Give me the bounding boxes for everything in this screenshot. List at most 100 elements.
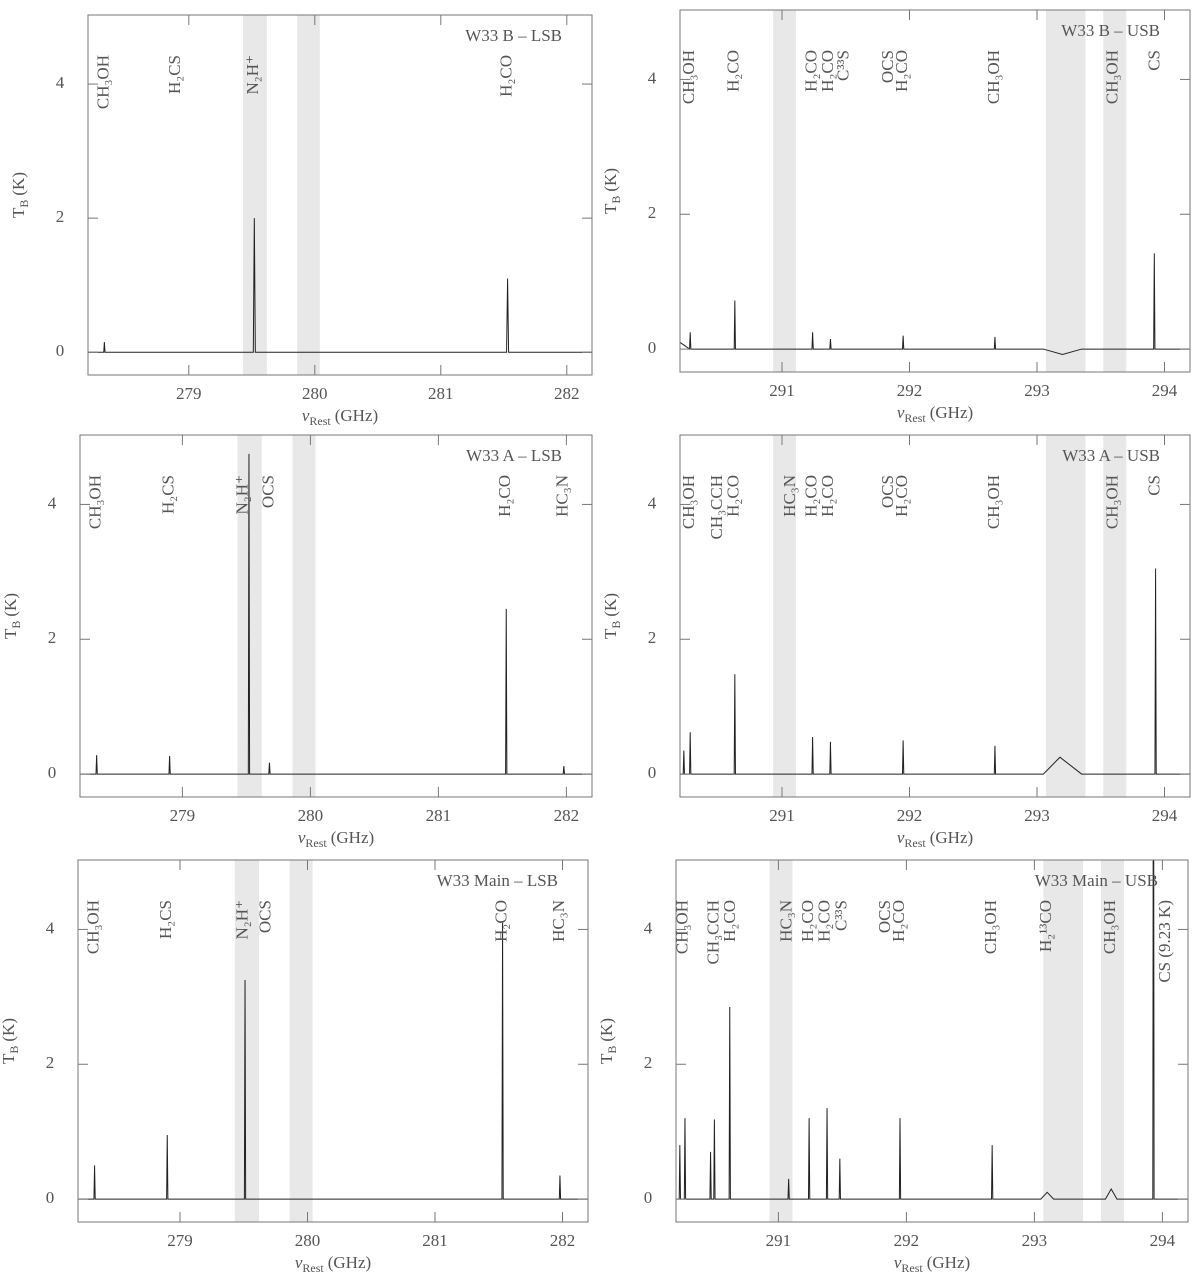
y-tick-label: 2 — [46, 1053, 55, 1072]
shaded-band — [234, 860, 260, 1222]
line-label: CS — [1144, 475, 1163, 496]
line-label: N₂H⁺ — [233, 475, 252, 514]
x-label-unit: (GHz) — [328, 1253, 371, 1272]
x-label-unit: (GHz) — [927, 1253, 970, 1272]
x-label-unit: (GHz) — [335, 406, 378, 425]
x-label-main: ν — [295, 1253, 303, 1272]
y-tick-label: 2 — [648, 203, 657, 222]
x-tick-label: 294 — [1152, 806, 1178, 825]
plot-frame — [679, 434, 1191, 798]
line-label: N₂H⁺ — [233, 900, 252, 939]
line-label: H₂CO — [724, 50, 743, 92]
x-axis-label: νRest (GHz) — [897, 403, 973, 425]
y-label-main: T — [0, 1053, 18, 1064]
shaded-band — [769, 860, 793, 1222]
spectrum — [676, 860, 1188, 1200]
y-tick-label: 4 — [46, 918, 55, 937]
panel-title: W33 B – USB — [1061, 21, 1160, 40]
line-label: HC₃N — [780, 475, 799, 517]
y-tick-label: 4 — [648, 68, 657, 87]
shaded-band — [297, 15, 320, 375]
y-axis-label: TB (K) — [601, 168, 623, 214]
x-tick-label: 294 — [1150, 1231, 1176, 1250]
panel-title: W33 A – LSB — [466, 446, 562, 465]
line-label: C³³S — [831, 900, 850, 931]
panel-title: W33 Main – LSB — [437, 871, 558, 890]
line-label: CH₃OH — [679, 475, 698, 529]
x-label-unit: (GHz) — [331, 828, 374, 847]
y-tick-label: 2 — [648, 628, 657, 647]
x-tick-label: 282 — [554, 806, 580, 825]
y-tick-label: 0 — [56, 341, 65, 360]
y-axis-label: TB (K) — [9, 172, 31, 218]
y-tick-label: 2 — [644, 1053, 653, 1072]
y-label-main: T — [1, 628, 20, 639]
line-label: H₂CO — [815, 900, 834, 942]
line-label: HC₃N — [776, 900, 795, 942]
x-tick-label: 282 — [550, 1231, 576, 1250]
line-label: H₂CO — [724, 475, 743, 517]
line-label: C³³S — [833, 50, 852, 81]
x-tick-label: 292 — [894, 1231, 920, 1250]
shaded-band — [289, 860, 313, 1222]
plot-frame — [675, 859, 1189, 1223]
y-label-sub: B — [7, 1046, 21, 1054]
line-label: OCS — [878, 475, 897, 508]
line-label: H₂CO — [496, 55, 515, 97]
panel: 291 292 293 294 0 2 4 W33 Main – USB CH₃OH CH₃CCH… — [597, 859, 1189, 1275]
x-label-main: ν — [302, 406, 310, 425]
spectrum — [680, 253, 1190, 355]
x-label-sub: Rest — [904, 836, 926, 850]
panel: 279 280 281 282 0 2 4 W33 Main – LSB CH₃OH H₂CS N₂… — [0, 859, 589, 1275]
line-label: CH₃OH — [83, 900, 102, 954]
x-tick-label: 293 — [1022, 1231, 1048, 1250]
y-label-main: T — [597, 1053, 616, 1064]
x-label-main: ν — [298, 828, 306, 847]
line-label: CS (9.23 K) — [1155, 900, 1174, 983]
line-label: CH₃OH — [981, 900, 1000, 954]
y-label-sub: B — [609, 621, 623, 629]
y-tick-label: 0 — [644, 1188, 653, 1207]
y-label-sub: B — [609, 196, 623, 204]
x-tick-label: 292 — [897, 806, 923, 825]
x-tick-label: 279 — [170, 806, 196, 825]
line-label: OCS — [875, 900, 894, 933]
y-tick-label: 4 — [56, 73, 65, 92]
x-tick-label: 279 — [167, 1231, 193, 1250]
line-label: OCS — [258, 475, 277, 508]
line-label: H₂CO — [495, 475, 514, 517]
shaded-band — [1045, 435, 1086, 797]
y-tick-label: 0 — [648, 763, 657, 782]
line-label: H₂CO — [802, 50, 821, 92]
x-tick-label: 282 — [554, 384, 580, 403]
x-axis-label: νRest (GHz) — [295, 1253, 371, 1275]
spectrum — [680, 568, 1190, 775]
x-tick-label: 279 — [176, 384, 202, 403]
y-tick-label: 2 — [48, 628, 57, 647]
line-label: H₂CO — [818, 475, 837, 517]
shaded-band — [773, 435, 797, 797]
shaded-band — [1043, 860, 1084, 1222]
x-tick-label: 292 — [897, 381, 923, 400]
y-label-sub: B — [9, 621, 23, 629]
x-tick-label: 280 — [295, 1231, 321, 1250]
line-label: H₂CO — [889, 900, 908, 942]
x-tick-label: 293 — [1024, 381, 1050, 400]
spectrum — [80, 453, 592, 775]
line-label: CH₃OH — [1102, 50, 1121, 104]
x-tick-label: 293 — [1024, 806, 1050, 825]
y-label-unit: (K) — [601, 593, 620, 617]
line-label: CH₃OH — [93, 55, 112, 109]
x-label-sub: Rest — [302, 1261, 324, 1275]
x-tick-label: 280 — [298, 806, 324, 825]
line-label: CH₃CCH — [703, 900, 722, 965]
y-label-unit: (K) — [0, 1018, 18, 1042]
panel: 279 280 281 282 0 2 4 W33 A – LSB CH₃OH H₂CS N₂H⁺ O… — [1, 434, 593, 850]
line-label: N₂H⁺ — [243, 55, 262, 94]
y-axis-label: TB (K) — [601, 593, 623, 639]
x-tick-label: 281 — [422, 1231, 448, 1250]
panel: 279 280 281 282 0 2 4 W33 B – LSB CH₃OH H₂CS N₂H⁺ H… — [9, 14, 593, 428]
line-label: H₂CO — [802, 475, 821, 517]
